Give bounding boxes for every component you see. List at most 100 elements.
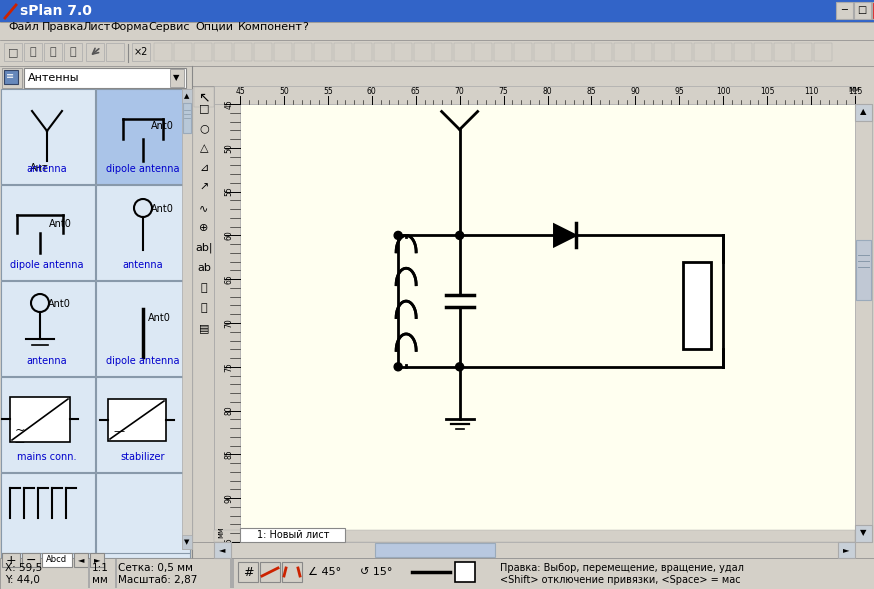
Bar xyxy=(240,528,345,542)
Text: stabilizer: stabilizer xyxy=(121,452,165,462)
Bar xyxy=(393,236,423,366)
Bar xyxy=(183,103,191,133)
Text: ∠ 45°: ∠ 45° xyxy=(308,567,341,577)
Bar xyxy=(434,43,452,61)
Text: 🖨: 🖨 xyxy=(70,47,76,57)
Text: 55: 55 xyxy=(225,187,233,197)
Text: ▲: ▲ xyxy=(184,93,190,99)
Bar xyxy=(674,43,692,61)
Text: Правка: Правка xyxy=(42,22,85,32)
Polygon shape xyxy=(554,224,576,246)
Text: △: △ xyxy=(200,143,208,153)
Bar xyxy=(64,43,82,61)
Text: □: □ xyxy=(8,47,18,57)
Circle shape xyxy=(455,231,463,239)
Bar xyxy=(182,89,192,103)
Text: ▼: ▼ xyxy=(173,74,179,82)
Text: 45: 45 xyxy=(225,99,233,109)
Text: 85: 85 xyxy=(586,87,596,95)
Bar xyxy=(132,43,150,61)
Bar xyxy=(0,40,874,66)
Bar xyxy=(1,377,95,472)
Text: ≡: ≡ xyxy=(6,71,14,81)
Bar xyxy=(42,553,72,567)
Text: 55: 55 xyxy=(323,87,333,95)
Bar xyxy=(88,559,90,588)
Text: Компонент: Компонент xyxy=(238,22,303,32)
Bar xyxy=(214,530,855,542)
Bar xyxy=(1,473,95,558)
Bar xyxy=(282,562,302,582)
Bar xyxy=(24,68,186,88)
Bar xyxy=(192,86,214,542)
Bar xyxy=(96,89,190,184)
Text: dipole antenna: dipole antenna xyxy=(107,164,180,174)
Text: 70: 70 xyxy=(225,318,233,328)
Bar xyxy=(214,104,240,542)
Text: ~: ~ xyxy=(15,424,25,437)
Bar xyxy=(234,43,252,61)
Bar xyxy=(554,43,572,61)
Text: ↺ 15°: ↺ 15° xyxy=(360,567,392,577)
Text: Ant0: Ant0 xyxy=(151,204,174,214)
Bar xyxy=(694,43,712,61)
Text: antenna: antenna xyxy=(27,356,67,366)
Bar xyxy=(374,43,392,61)
Bar xyxy=(872,2,874,19)
Text: #: # xyxy=(243,565,253,578)
Bar xyxy=(634,43,652,61)
Text: 🔍: 🔍 xyxy=(201,303,207,313)
Bar xyxy=(334,43,352,61)
Text: dipole antenna: dipole antenna xyxy=(107,356,180,366)
Bar xyxy=(0,22,874,40)
Bar xyxy=(514,43,532,61)
Bar xyxy=(194,43,212,61)
Bar xyxy=(106,43,124,61)
Text: □: □ xyxy=(857,5,867,15)
Text: Ant0: Ant0 xyxy=(151,121,174,131)
Bar xyxy=(182,535,192,549)
Bar xyxy=(0,558,874,589)
Text: ▤: ▤ xyxy=(198,323,209,333)
Bar xyxy=(836,2,853,19)
Text: 110: 110 xyxy=(804,87,818,95)
Bar xyxy=(182,89,192,549)
Text: ⛰: ⛰ xyxy=(201,283,207,293)
Text: ×2: ×2 xyxy=(134,47,149,57)
Text: ►: ► xyxy=(94,555,101,564)
Bar xyxy=(854,2,871,19)
Text: Abcd: Abcd xyxy=(46,555,67,564)
Bar xyxy=(74,553,88,567)
Bar xyxy=(4,70,18,84)
Bar xyxy=(838,542,855,558)
Bar xyxy=(170,69,184,87)
Bar xyxy=(214,542,231,558)
Text: Сетка: 0,5 мм
Масштаб: 2,87: Сетка: 0,5 мм Масштаб: 2,87 xyxy=(118,563,198,585)
Text: Ant0: Ant0 xyxy=(49,219,72,229)
Text: 60: 60 xyxy=(367,87,377,95)
Text: Ant0: Ant0 xyxy=(148,313,171,323)
Circle shape xyxy=(455,363,463,371)
Bar xyxy=(474,43,492,61)
Bar xyxy=(274,43,292,61)
Text: 75: 75 xyxy=(225,362,233,372)
Bar xyxy=(414,43,432,61)
Bar xyxy=(96,473,190,553)
Text: 90: 90 xyxy=(630,87,641,95)
Text: dipole antenna: dipole antenna xyxy=(10,260,84,270)
Bar xyxy=(394,43,412,61)
Text: 1:1
мм: 1:1 мм xyxy=(92,563,109,585)
Bar xyxy=(115,559,117,588)
Text: 50: 50 xyxy=(279,87,288,95)
Text: 65: 65 xyxy=(225,274,233,284)
Bar xyxy=(96,281,190,376)
Bar xyxy=(574,43,592,61)
Text: ◄: ◄ xyxy=(218,545,225,554)
Text: 115: 115 xyxy=(848,87,862,95)
Bar xyxy=(2,553,20,567)
Bar xyxy=(254,43,272,61)
Bar xyxy=(96,377,190,472)
Bar xyxy=(10,397,70,442)
Bar xyxy=(375,543,495,557)
Bar xyxy=(240,104,855,542)
